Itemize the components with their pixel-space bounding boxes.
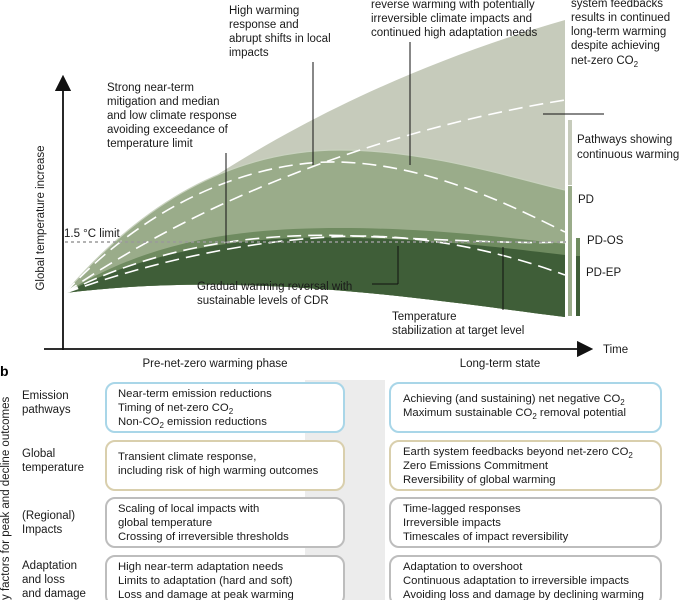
factor-row: Adaptation and loss and damage High near-te… xyxy=(22,555,662,600)
ann-strong-2: mitigation and median xyxy=(107,96,220,108)
dashed-line-pd xyxy=(64,161,566,294)
ann-strong-5: temperature limit xyxy=(107,138,193,150)
right-factor-box xyxy=(389,440,662,491)
right-factor-line: Zero Emissions Commitment xyxy=(403,460,549,472)
left-factor-box xyxy=(105,497,345,548)
ann-sys-3: long-term warming xyxy=(571,26,666,38)
factor-rows: Emission pathways Near-term emission reduc… xyxy=(22,382,662,600)
left-factor-line: Crossing of irreversible thresholds xyxy=(118,531,289,543)
left-factor-line: Scaling of local impacts with xyxy=(118,503,259,515)
ann-high-2: response and xyxy=(229,19,299,31)
left-factor-line: Limits to adaptation (hard and soft) xyxy=(118,575,293,587)
label-continuous-1: Pathways showing xyxy=(577,134,672,146)
limit-label: 1.5 °C limit xyxy=(64,228,121,240)
row-label: pathways xyxy=(22,404,71,416)
band-pd-top-edge xyxy=(64,149,566,294)
right-factor-line: Maximum sustainable CO2 removal potentia… xyxy=(403,407,626,421)
right-factor-box xyxy=(389,497,662,548)
factor-row: Emission pathways Near-term emission reduc… xyxy=(22,382,662,433)
annotation-gradual-reversal: Gradual warming reversal with sustainabl… xyxy=(197,281,352,307)
right-factor-box xyxy=(389,555,662,600)
ann-rev-3: continued high adaptation needs xyxy=(371,27,538,39)
row-label: temperature xyxy=(22,462,84,474)
annotation-reverse-warming: reverse warming with potentially irrever… xyxy=(371,0,538,39)
leader-lines xyxy=(225,42,604,310)
left-factor-line: High near-term adaptation needs xyxy=(118,561,284,573)
phase-label-pre: Pre-net-zero warming phase xyxy=(142,358,287,370)
left-factor-line: global temperature xyxy=(118,517,212,529)
annotation-high-warming: High warming response and abrupt shifts … xyxy=(229,5,331,59)
ann-sys-1: system feedbacks xyxy=(571,0,663,10)
ann-strong-3: and low climate response xyxy=(107,110,237,122)
ann-rev-1: reverse warming with potentially xyxy=(371,0,535,11)
ann-high-4: impacts xyxy=(229,47,269,59)
panel-b: b y factors for peak and decline outcome… xyxy=(0,363,662,600)
ann-stab-1: Temperature xyxy=(392,311,457,323)
x-axis-label: Time xyxy=(603,344,628,356)
ann-high-3: abrupt shifts in local xyxy=(229,33,331,45)
right-factor-line: Reversibility of global warming xyxy=(403,474,556,486)
row-label: Adaptation xyxy=(22,560,77,572)
ann-sys-2: results in continued xyxy=(571,12,670,24)
panel-a: 1.5 °C limit Global temperature increase… xyxy=(35,0,679,370)
left-factor-box xyxy=(105,555,345,600)
row-label: Impacts xyxy=(22,524,63,536)
left-factor-line: Loss and damage at peak warming xyxy=(118,589,294,600)
phase-label-long: Long-term state xyxy=(460,358,541,370)
left-factor-box xyxy=(105,440,345,491)
right-factor-line: Adaptation to overshoot xyxy=(403,561,523,573)
annotation-strong-mitigation: Strong near-term mitigation and median a… xyxy=(107,82,237,150)
left-factor-line: Transient climate response, xyxy=(118,451,256,463)
right-factor-line: Timescales of impact reversibility xyxy=(403,531,569,543)
row-label: (Regional) xyxy=(22,510,75,522)
y-axis-label: Global temperature increase xyxy=(35,145,47,290)
annotation-stabilization: Temperature stabilization at target leve… xyxy=(392,311,524,337)
left-factor-line: Near-term emission reductions xyxy=(118,388,272,400)
factor-row: (Regional) Impacts Scaling of local impact… xyxy=(22,497,662,548)
ann-stab-2: stabilization at target level xyxy=(392,325,524,337)
right-factor-line: Achieving (and sustaining) net negative … xyxy=(403,393,625,407)
panel-b-y-label: y factors for peak and decline outcomes xyxy=(0,396,12,600)
label-pd-ep: PD-EP xyxy=(586,267,621,279)
ann-sys-5: net-zero CO2 xyxy=(571,55,639,69)
right-factor-line: Time-lagged responses xyxy=(403,503,521,515)
ann-grad-1: Gradual warming reversal with xyxy=(197,281,352,293)
annotation-system-feedbacks: system feedbacks results in continued lo… xyxy=(571,0,670,69)
row-label: Emission xyxy=(22,390,69,402)
bar-pd xyxy=(568,186,572,316)
label-continuous-2: continuous warming xyxy=(577,149,679,161)
row-label: and loss xyxy=(22,574,65,586)
ann-rev-2: irreversible climate impacts and xyxy=(371,13,532,25)
ann-high-1: High warming xyxy=(229,5,299,17)
ann-grad-2: sustainable levels of CDR xyxy=(197,295,329,307)
bar-pd-ep xyxy=(576,256,580,316)
right-factor-line: Earth system feedbacks beyond net-zero C… xyxy=(403,446,633,460)
dashed-line-continuous xyxy=(64,99,566,294)
row-label: and damage xyxy=(22,588,86,600)
ann-strong-4: avoiding exceedance of xyxy=(107,124,229,136)
bar-continuous xyxy=(568,120,572,185)
left-factor-line: Non-CO2 emission reductions xyxy=(118,416,267,430)
ann-strong-1: Strong near-term xyxy=(107,82,194,94)
left-factor-line: including risk of high warming outcomes xyxy=(118,465,319,477)
right-factor-line: Irreversible impacts xyxy=(403,517,501,529)
right-factor-line: Continuous adaptation to irreversible im… xyxy=(403,575,629,587)
left-factor-line: Timing of net-zero CO2 xyxy=(118,402,234,416)
label-pd-os: PD-OS xyxy=(587,235,624,247)
panel-b-letter: b xyxy=(0,363,9,379)
label-pd: PD xyxy=(578,194,594,206)
factor-row: Global temperature Transient climate respo… xyxy=(22,440,662,491)
left-factor-box xyxy=(105,382,345,433)
ann-sys-4: despite achieving xyxy=(571,40,660,52)
row-label: Global xyxy=(22,448,55,460)
right-factor-box xyxy=(389,382,662,433)
right-factor-line: Avoiding loss and damage by declining wa… xyxy=(403,589,644,600)
